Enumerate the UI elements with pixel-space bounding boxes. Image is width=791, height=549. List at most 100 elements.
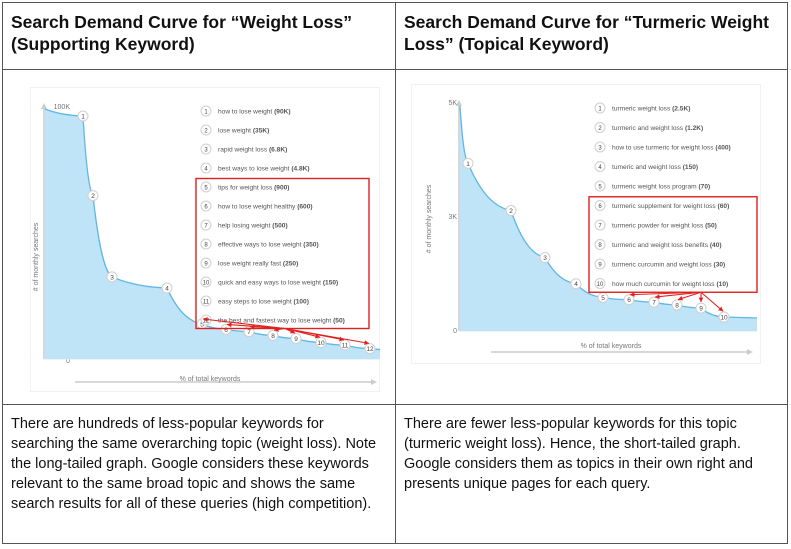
curve-point-marker	[87, 190, 99, 202]
keyword-list-item: 1 turmeric weight loss (2.5K)	[594, 102, 690, 114]
curve-point-11: 11	[339, 339, 351, 351]
curve-point-marker	[671, 299, 683, 311]
keyword-rank-badge	[200, 219, 212, 231]
curve-point-marker	[462, 157, 474, 169]
keyword-list-item: 4 tumeric and weight loss (150)	[594, 161, 698, 172]
curve-point-9: 9	[695, 302, 707, 314]
keyword-text: effective ways to lose weight (350)	[218, 242, 319, 249]
keyword-rank-badge	[200, 181, 212, 193]
curve-point-7: 7	[648, 296, 660, 308]
curve-point-marker	[623, 294, 635, 306]
curve-point-marker	[364, 343, 376, 355]
keyword-text: turmeric and weight loss (1.2K)	[612, 125, 703, 132]
pointer-arrowhead	[289, 329, 296, 334]
keyword-rank: 9	[204, 261, 208, 267]
curve-point-marker	[505, 205, 517, 217]
curve-point-label: 6	[627, 297, 631, 304]
curve-point-marker	[220, 323, 232, 335]
curve-point-label: 9	[699, 306, 703, 313]
right-header: Search Demand Curve for “Turmeric Weight…	[404, 12, 769, 54]
pointer-arrow-line	[202, 318, 286, 330]
pointer-arrowhead	[202, 317, 208, 322]
curve-point-label: 2	[91, 193, 95, 200]
curve-point-9: 9	[290, 332, 302, 344]
curve-point-marker	[695, 302, 707, 314]
curve-point-label: 8	[271, 333, 275, 340]
y-tick-label: 3K	[448, 214, 457, 221]
keyword-rank: 5	[204, 185, 208, 191]
y-axis-label: # of monthly searches	[426, 184, 433, 253]
y-axis-label: # of monthly searches	[33, 222, 40, 291]
keyword-rank: 1	[598, 106, 602, 112]
curve-point-marker	[539, 252, 551, 264]
keyword-list-item: 6 how to lose weight healthy (600)	[200, 200, 313, 212]
keyword-rank: 7	[598, 223, 602, 229]
curve-point-label: 2	[509, 208, 513, 215]
curve-point-4: 4	[161, 282, 173, 294]
keyword-rank-badge	[594, 141, 606, 153]
curve-point-10: 10	[718, 311, 730, 323]
weight-loss-demand-chart: 100K25K0# of monthly searches% of total …	[30, 87, 380, 392]
keyword-rank-badge	[594, 219, 606, 231]
keyword-rank: 4	[598, 165, 602, 171]
curve-point-marker	[290, 332, 302, 344]
keyword-text: tips for weight loss (900)	[218, 185, 289, 192]
keyword-list-item: 10 how much curcumin for weight loss (10)	[594, 278, 728, 289]
keyword-list-item: 6 turmeric supplement for weight loss (60…	[594, 200, 729, 211]
curve-point-8: 8	[671, 299, 683, 311]
keyword-rank: 7	[204, 223, 208, 229]
keyword-text: how much curcumin for weight loss (10)	[612, 281, 728, 288]
pointer-arrow-line	[284, 327, 370, 344]
keyword-rank: 2	[204, 128, 208, 134]
keyword-rank: 8	[204, 242, 208, 248]
keyword-text: rapid weight loss (6.8K)	[218, 147, 287, 154]
keyword-text: turmeric curcumin and weight loss (30)	[612, 262, 725, 269]
keyword-rank-badge	[200, 257, 212, 269]
keyword-rank-badge	[594, 200, 606, 211]
keyword-list-item: 3 how to use turmeric for weight loss (40…	[594, 141, 731, 153]
curve-point-marker	[570, 278, 582, 290]
pointer-arrow-line	[249, 326, 286, 330]
left-description: There are hundreds of less-popular keywo…	[11, 416, 377, 512]
keyword-list-item: 9 lose weight really fast (250)	[200, 257, 298, 269]
pointer-arrow-line	[654, 291, 702, 298]
x-axis-arrowhead	[747, 349, 753, 355]
curve-point-marker	[267, 329, 279, 341]
curve-point-6: 6	[220, 323, 232, 335]
header-row-divider	[3, 69, 787, 70]
pointer-arrowhead	[718, 306, 724, 312]
keyword-list-item: 11 easy steps to lose weight (100)	[200, 295, 309, 307]
keyword-rank-badge	[594, 239, 606, 250]
keyword-list-item: 7 help losing weight (500)	[200, 219, 288, 231]
curve-point-5: 5	[597, 291, 609, 303]
keyword-rank: 1	[204, 109, 208, 115]
pointer-arrow-line	[629, 291, 702, 296]
y-tick-label: 100K	[54, 104, 71, 111]
keyword-rank-badge	[594, 122, 606, 133]
curve-point-3: 3	[539, 252, 551, 264]
keyword-list-item: 5 turmeric weight loss program (70)	[594, 180, 710, 192]
demand-area	[45, 109, 380, 359]
keyword-text: lose weight really fast (250)	[218, 261, 298, 268]
keyword-text: turmeric and weight loss benefits (40)	[612, 242, 722, 249]
curve-point-label: 3	[543, 255, 547, 262]
curve-point-label: 11	[342, 343, 349, 350]
keyword-rank: 5	[598, 184, 602, 190]
keyword-rank: 3	[204, 147, 208, 153]
curve-point-label: 10	[720, 315, 728, 322]
curve-point-3: 3	[106, 271, 118, 283]
keyword-rank-badge	[200, 105, 212, 117]
y-axis-arrowhead	[41, 103, 47, 109]
pointer-arrow-line	[700, 291, 724, 312]
curve-point-8: 8	[267, 329, 279, 341]
x-axis-label: % of total keywords	[581, 343, 642, 350]
curve-point-marker	[315, 336, 327, 348]
curve-point-marker	[161, 282, 173, 294]
keyword-list-item: 8 effective ways to lose weight (350)	[200, 238, 319, 250]
keyword-rank: 9	[598, 262, 602, 268]
keyword-rank: 6	[598, 204, 602, 210]
keyword-text: easy steps to lose weight (100)	[218, 299, 309, 306]
keyword-rank-badge	[594, 278, 606, 289]
keyword-rank-badge	[200, 124, 212, 136]
